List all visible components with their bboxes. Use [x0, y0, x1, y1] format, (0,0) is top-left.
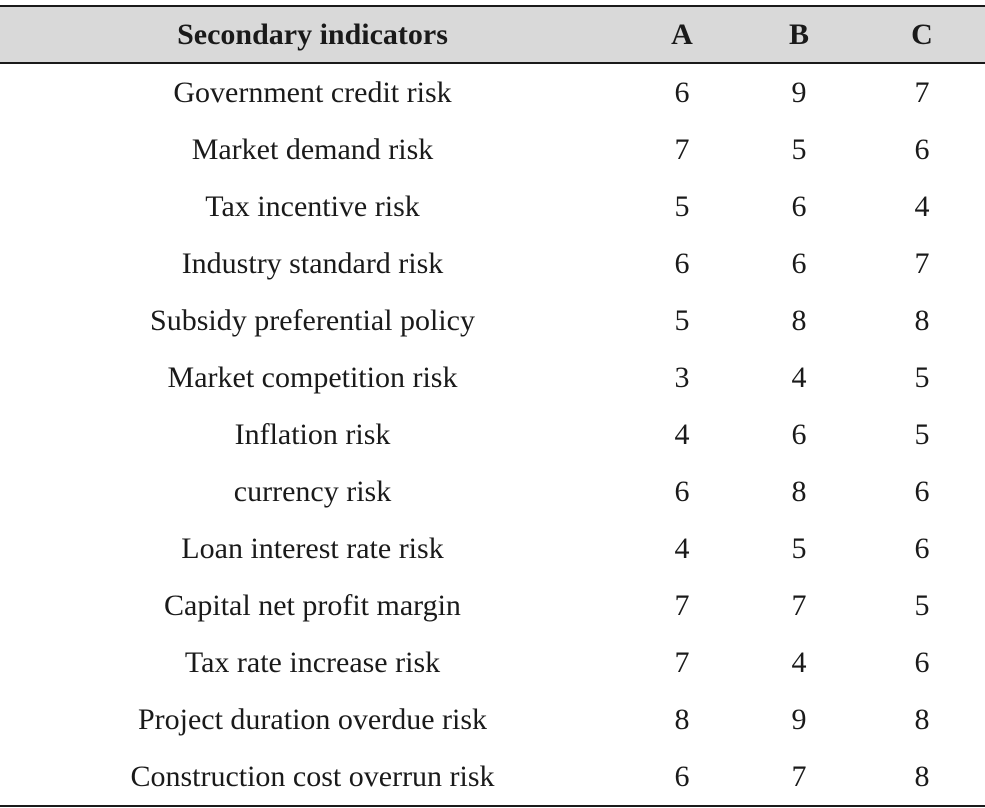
value-c-cell: 5: [914, 588, 930, 622]
value-c-cell: 6: [914, 645, 930, 679]
value-c-cell: 5: [914, 360, 930, 394]
table-row: Market competition risk 3 4 5: [0, 349, 985, 406]
value-a-cell: 5: [674, 303, 690, 337]
table-row: Capital net profit margin 7 7 5: [0, 577, 985, 634]
header-a: A: [625, 5, 739, 64]
table-row: Construction cost overrun risk 6 7 8: [0, 748, 985, 807]
indicator-cell: Inflation risk: [234, 417, 391, 451]
value-c-cell: 4: [914, 189, 930, 223]
value-c-cell: 6: [914, 474, 930, 508]
table-row: Loan interest rate risk 4 5 6: [0, 520, 985, 577]
table-body: Government credit risk 6 9 7 Market dema…: [0, 63, 985, 807]
table-header: Secondary indicators A B C: [0, 5, 985, 64]
indicator-cell: Market demand risk: [191, 132, 434, 166]
indicator-cell: Capital net profit margin: [164, 588, 461, 622]
header-row: Secondary indicators A B C: [0, 5, 985, 64]
indicator-cell: Project duration overdue risk: [137, 702, 488, 736]
indicator-cell: currency risk: [233, 474, 392, 508]
value-b-cell: 8: [791, 474, 807, 508]
indicator-cell: Tax incentive risk: [205, 189, 420, 223]
table-row: Inflation risk 4 6 5: [0, 406, 985, 463]
value-a-cell: 3: [674, 360, 690, 394]
indicator-cell: Tax rate increase risk: [184, 645, 441, 679]
value-a-cell: 4: [674, 531, 690, 565]
header-c: C: [859, 5, 985, 64]
value-c-cell: 7: [914, 75, 930, 109]
indicator-cell: Government credit risk: [173, 75, 452, 109]
indicator-cell: Industry standard risk: [181, 246, 444, 280]
table-row: Subsidy preferential policy 5 8 8: [0, 292, 985, 349]
table-row: Government credit risk 6 9 7: [0, 63, 985, 121]
value-a-cell: 6: [674, 474, 690, 508]
value-a-cell: 4: [674, 417, 690, 451]
value-c-cell: 8: [914, 303, 930, 337]
secondary-indicators-table: Secondary indicators A B C Government cr…: [0, 5, 985, 807]
value-a-cell: 6: [674, 75, 690, 109]
value-b-cell: 4: [791, 645, 807, 679]
value-b-cell: 9: [791, 702, 807, 736]
value-b-cell: 5: [791, 531, 807, 565]
value-c-cell: 8: [859, 748, 985, 807]
value-a-cell: 6: [625, 748, 739, 807]
header-b: B: [739, 5, 859, 64]
value-b-cell: 7: [791, 588, 807, 622]
value-b-cell: 6: [791, 417, 807, 451]
value-a-cell: 7: [674, 588, 690, 622]
value-c-cell: 6: [914, 132, 930, 166]
table-row: Market demand risk 7 5 6: [0, 121, 985, 178]
value-a-cell: 5: [674, 189, 690, 223]
value-a-cell: 6: [674, 246, 690, 280]
table-row: currency risk 6 8 6: [0, 463, 985, 520]
value-b-cell: 8: [791, 303, 807, 337]
indicator-cell: Subsidy preferential policy: [150, 303, 475, 337]
indicator-table-container: Secondary indicators A B C Government cr…: [0, 5, 985, 807]
value-b-cell: 5: [791, 132, 807, 166]
indicator-cell: Loan interest rate risk: [181, 531, 444, 565]
value-c-cell: 8: [914, 702, 930, 736]
table-row: Industry standard risk 6 6 7: [0, 235, 985, 292]
value-b-cell: 4: [791, 360, 807, 394]
value-a-cell: 8: [674, 702, 690, 736]
value-c-cell: 7: [914, 246, 930, 280]
value-c-cell: 5: [914, 417, 930, 451]
table-row: Project duration overdue risk 8 9 8: [0, 691, 985, 748]
value-b-cell: 7: [739, 748, 859, 807]
indicator-cell: Construction cost overrun risk: [0, 748, 625, 807]
indicator-cell: Market competition risk: [167, 360, 458, 394]
table-row: Tax incentive risk 5 6 4: [0, 178, 985, 235]
header-secondary-indicators: Secondary indicators: [0, 5, 625, 64]
value-a-cell: 7: [674, 645, 690, 679]
value-b-cell: 6: [791, 246, 807, 280]
value-c-cell: 6: [914, 531, 930, 565]
value-b-cell: 9: [791, 75, 807, 109]
value-b-cell: 6: [791, 189, 807, 223]
table-row: Tax rate increase risk 7 4 6: [0, 634, 985, 691]
value-a-cell: 7: [674, 132, 690, 166]
